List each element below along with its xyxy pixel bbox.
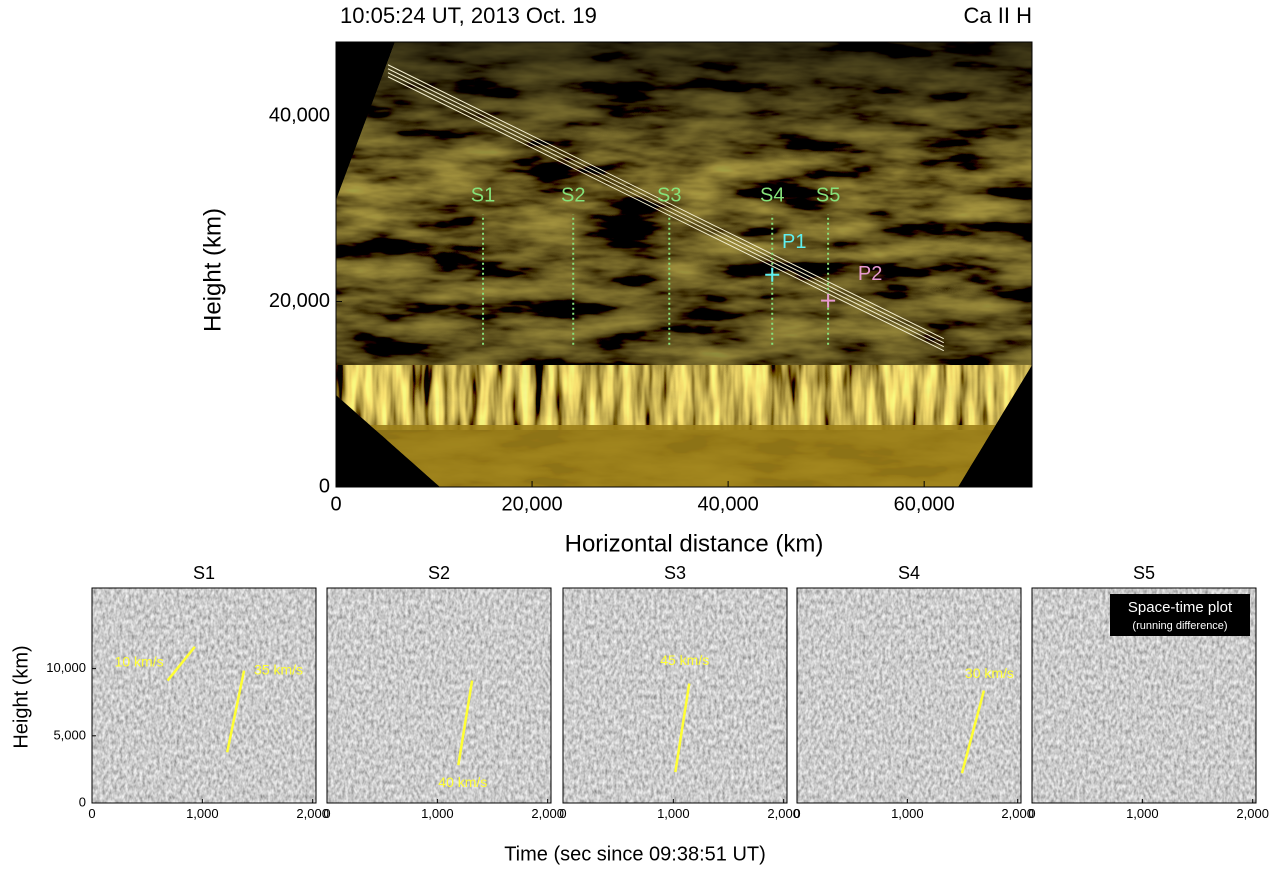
solar-image (336, 42, 1032, 487)
panel-title: S5 (1133, 563, 1155, 583)
x-tick-label: 0 (88, 806, 95, 821)
slit-label: S4 (760, 185, 784, 207)
space-time-image (797, 588, 1021, 803)
panel-title: S3 (664, 563, 686, 583)
y-tick-label: 0 (319, 475, 330, 497)
panel-title: S1 (193, 563, 215, 583)
chart-title: 10:05:24 UT, 2013 Oct. 19 (340, 3, 597, 28)
point-label: P1 (782, 231, 806, 253)
space-time-image (92, 588, 316, 803)
panel-title: S2 (428, 563, 450, 583)
y-tick-label: 0 (79, 794, 86, 809)
y-axis-label: Height (km) (199, 208, 226, 332)
x-tick-label: 2,000 (1236, 806, 1269, 821)
y-tick-label: 5,000 (53, 727, 86, 742)
legend-title: Space-time plot (1128, 599, 1233, 616)
limb (336, 425, 1032, 487)
slit-label: S1 (471, 185, 495, 207)
slit-label: S5 (816, 185, 840, 207)
legend-subtitle: (running difference) (1132, 620, 1227, 632)
velocity-label: 35 km/s (254, 661, 303, 677)
x-tick-label: 60,000 (894, 493, 955, 515)
figure: 10:05:24 UT, 2013 Oct. 19 Ca II H Horizo… (0, 0, 1270, 871)
velocity-label: 40 km/s (438, 774, 487, 790)
velocity-label: 30 km/s (965, 665, 1014, 681)
point-label: P2 (858, 263, 882, 285)
x-tick-label: 20,000 (501, 493, 562, 515)
space-time-image (327, 588, 551, 803)
x-tick-label: 1,000 (186, 806, 219, 821)
x-tick-label: 0 (1028, 806, 1035, 821)
x-tick-label: 1,000 (657, 806, 690, 821)
velocity-label: 45 km/s (660, 652, 709, 668)
x-tick-label: 0 (559, 806, 566, 821)
x-tick-label: 0 (323, 806, 330, 821)
y-tick-label: 20,000 (269, 290, 330, 312)
y-tick-label: 40,000 (269, 104, 330, 126)
chart-subtitle: Ca II H (964, 3, 1032, 28)
slit-label: S2 (561, 185, 585, 207)
x-tick-label: 1,000 (421, 806, 454, 821)
slit-label: S3 (657, 185, 681, 207)
x-axis-label: Time (sec since 09:38:51 UT) (504, 843, 766, 865)
x-tick-label: 1,000 (1126, 806, 1159, 821)
panel-title: S4 (898, 563, 920, 583)
velocity-label: 10 km/s (115, 653, 164, 669)
x-tick-label: 40,000 (698, 493, 759, 515)
x-tick-label: 0 (793, 806, 800, 821)
spicules (336, 365, 1032, 430)
x-tick-label: 0 (330, 493, 341, 515)
x-axis-label: Horizontal distance (km) (565, 530, 824, 557)
y-tick-label: 10,000 (46, 660, 86, 675)
y-axis-label: Height (km) (10, 645, 32, 748)
x-tick-label: 1,000 (891, 806, 924, 821)
